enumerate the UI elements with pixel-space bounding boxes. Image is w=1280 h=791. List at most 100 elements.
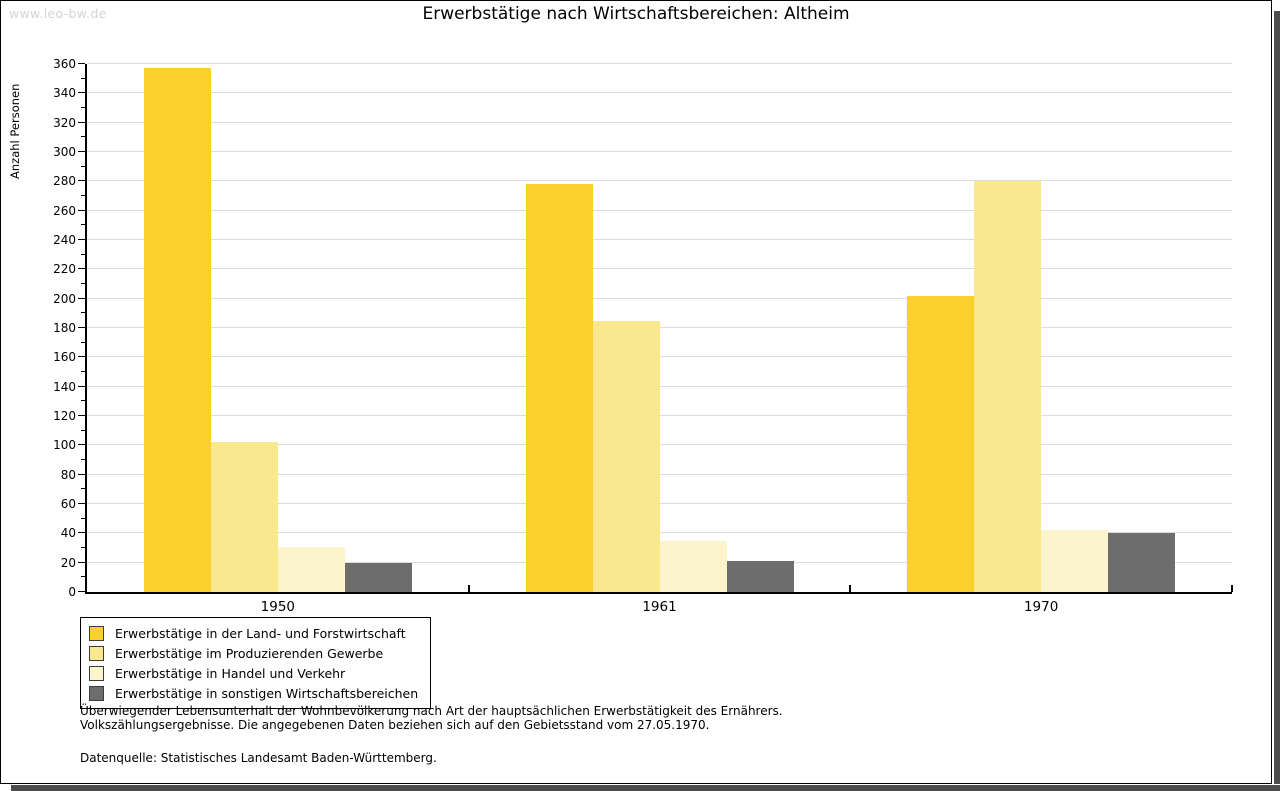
- gridline-240: [87, 239, 1232, 240]
- y-tick-label-180: 180: [53, 321, 76, 335]
- y-tick-290: [81, 165, 85, 167]
- gridline-280: [87, 180, 1232, 182]
- y-tick-310: [81, 136, 85, 138]
- x-axis-tick-2: [849, 585, 852, 592]
- y-tick-label-60: 60: [60, 497, 76, 511]
- y-tick-label-280: 280: [53, 174, 76, 189]
- y-tick-80: [78, 473, 85, 475]
- y-tick-40: [78, 532, 85, 534]
- legend-swatch-icon: [89, 665, 104, 681]
- y-tick-50: [81, 517, 85, 519]
- y-tick-160: [78, 356, 85, 358]
- x-category-label-1970: 1970: [1023, 599, 1059, 615]
- y-tick-10: [81, 576, 85, 578]
- gridline-340: [87, 92, 1232, 94]
- gridline-120: [87, 415, 1232, 416]
- legend-item-4: Erwerbstätige in sonstigen Wirtschaftsbe…: [89, 683, 418, 703]
- y-tick-label-120: 120: [53, 409, 76, 423]
- bar-1961-series-3: [659, 540, 727, 592]
- x-axis-tick-3: [1231, 585, 1233, 592]
- y-tick-0: [78, 591, 85, 592]
- watermark-text: www.leo-bw.de: [9, 6, 107, 21]
- y-tick-label-0: 0: [68, 585, 76, 599]
- gridline-320: [87, 121, 1232, 123]
- y-tick-label-220: 220: [53, 262, 76, 277]
- y-tick-280: [78, 180, 85, 182]
- y-tick-320: [78, 121, 85, 123]
- legend-item-2: Erwerbstätige im Produzierenden Gewerbe: [89, 643, 418, 663]
- bar-1961-series-1: [525, 184, 593, 592]
- y-tick-90: [81, 459, 85, 460]
- y-tick-label-20: 20: [60, 555, 76, 570]
- y-tick-300: [78, 151, 85, 152]
- gridline-180: [87, 327, 1232, 328]
- y-tick-30: [81, 547, 85, 548]
- legend-swatch-icon: [89, 685, 104, 701]
- legend-item-3: Erwerbstätige in Handel und Verkehr: [89, 663, 418, 683]
- bar-1970-series-3: [1041, 530, 1109, 592]
- footnote-line-2: Volkszählungsergebnisse. Die angegebenen…: [80, 717, 710, 732]
- y-tick-340: [78, 92, 85, 94]
- y-tick-120: [78, 415, 85, 416]
- gridline-160: [87, 356, 1232, 358]
- y-tick-label-300: 300: [53, 145, 76, 159]
- y-tick-250: [81, 224, 85, 226]
- bar-1970-series-2: [974, 181, 1042, 592]
- y-tick-170: [81, 341, 85, 343]
- chart-title: Erwerbstätige nach Wirtschaftsbereichen:…: [422, 4, 850, 24]
- y-tick-200: [78, 297, 85, 299]
- gridline-40: [87, 532, 1232, 534]
- gridline-140: [87, 385, 1232, 387]
- frame-shadow-bottom: [11, 785, 1280, 791]
- bar-1950-series-3: [277, 546, 345, 592]
- bar-1950-series-1: [143, 68, 211, 592]
- y-tick-130: [81, 400, 85, 402]
- y-tick-150: [81, 371, 85, 372]
- plot-area: 0 20 40 60 80 100 120 140 160 180 200 220 240 260 280 3…: [53, 57, 1233, 615]
- legend-label: Erwerbstätige in der Land- und Forstwirt…: [115, 625, 406, 641]
- y-tick-label-240: 240: [53, 233, 76, 247]
- y-tick-label-260: 260: [53, 203, 76, 218]
- legend-label: Erwerbstätige in sonstigen Wirtschaftsbe…: [115, 685, 419, 701]
- gridline-260: [87, 209, 1232, 211]
- bar-1961-series-2: [592, 320, 660, 592]
- gridline-220: [87, 268, 1232, 270]
- footnote-line-1: Überwiegender Lebensunterhalt der Wohnbe…: [80, 704, 783, 718]
- y-tick-350: [81, 77, 85, 79]
- y-tick-label-80: 80: [60, 467, 76, 482]
- legend-label: Erwerbstätige in Handel und Verkehr: [115, 665, 346, 681]
- legend-label: Erwerbstätige im Produzierenden Gewerbe: [115, 645, 384, 661]
- gridline-360: [87, 63, 1232, 64]
- y-tick-label-40: 40: [60, 526, 76, 541]
- footnote: Überwiegender Lebensunterhalt der Wohnbe…: [80, 704, 783, 732]
- y-tick-label-140: 140: [53, 379, 76, 394]
- y-tick-190: [81, 312, 85, 314]
- y-tick-label-360: 360: [53, 57, 76, 71]
- bar-1970-series-4: [1108, 533, 1176, 592]
- bar-1961-series-4: [726, 561, 794, 592]
- x-category-label-1961: 1961: [642, 599, 677, 615]
- x-category-label-1950: 1950: [260, 599, 295, 615]
- y-tick-label-160: 160: [53, 350, 76, 365]
- x-axis-tick-1: [467, 585, 470, 592]
- bar-1950-series-2: [210, 442, 278, 592]
- gridline-80: [87, 473, 1232, 475]
- y-tick-label-200: 200: [53, 291, 76, 306]
- legend-swatch-icon: [89, 625, 104, 641]
- y-tick-230: [81, 253, 85, 255]
- y-tick-270: [81, 195, 85, 196]
- bar-1970-series-1: [907, 295, 975, 592]
- legend-swatch-icon: [89, 645, 104, 661]
- y-tick-140: [78, 385, 85, 387]
- y-tick-360: [78, 63, 85, 64]
- gridline-300: [87, 151, 1232, 152]
- legend-item-1: Erwerbstätige in der Land- und Forstwirt…: [89, 623, 418, 643]
- y-tick-260: [78, 209, 85, 211]
- y-tick-label-340: 340: [53, 86, 76, 101]
- frame-shadow-right: [1274, 11, 1280, 784]
- y-tick-210: [81, 283, 85, 284]
- data-source: Datenquelle: Statistisches Landesamt Bad…: [80, 751, 437, 765]
- y-tick-20: [78, 561, 85, 563]
